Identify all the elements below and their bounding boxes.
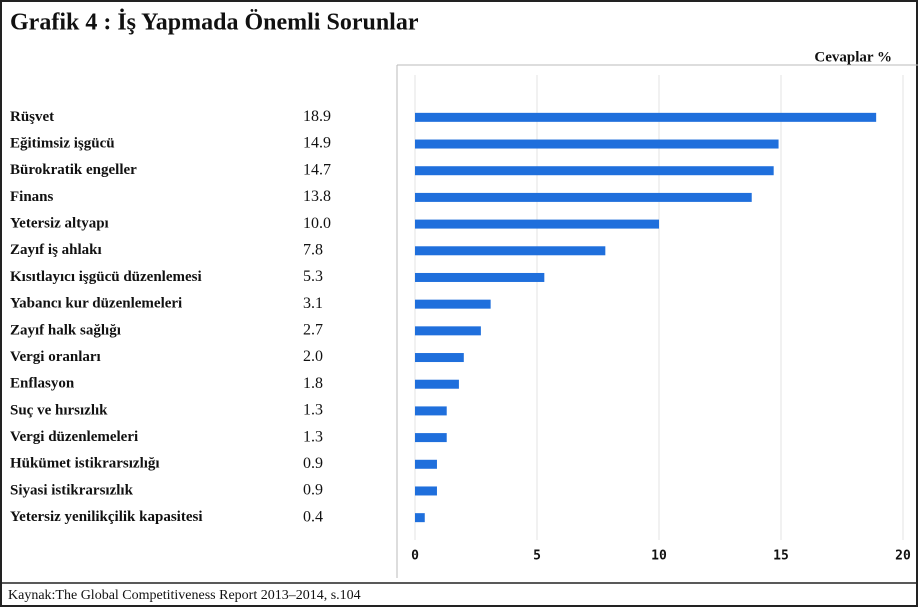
bar: [415, 299, 491, 309]
bar: [415, 166, 774, 176]
category-label: Enflasyon: [10, 376, 75, 392]
value-label: 2.7: [303, 322, 323, 339]
x-tick-label: 5: [533, 549, 541, 564]
x-tick-label: 10: [651, 549, 667, 564]
value-label: 13.8: [303, 188, 331, 205]
category-label: Yetersiz altyapı: [10, 216, 109, 232]
value-label: 5.3: [303, 268, 323, 285]
bar: [415, 406, 447, 416]
value-label: 10.0: [303, 215, 331, 232]
value-label: 14.9: [303, 135, 331, 152]
bar: [415, 112, 877, 122]
bar: [415, 353, 464, 363]
category-label: Kısıtlayıcı işgücü düzenlemesi: [10, 269, 202, 285]
category-label: Rüşvet: [10, 109, 54, 125]
bar: [415, 272, 545, 282]
bar: [415, 433, 447, 443]
category-label: Yabancı kur düzenlemeleri: [10, 296, 182, 312]
axis-label: Cevaplar %: [814, 49, 892, 65]
category-label: Finans: [10, 189, 54, 205]
value-label: 0.9: [303, 482, 323, 499]
bar: [415, 246, 606, 256]
bar: [415, 486, 437, 496]
bar: [415, 459, 437, 469]
bar: [415, 513, 425, 523]
x-tick-label: 0: [411, 549, 419, 564]
category-label: Bürokratik engeller: [10, 162, 137, 178]
value-label: 1.3: [303, 402, 323, 419]
bar: [415, 379, 459, 389]
category-label: Zayıf iş ahlakı: [10, 242, 102, 258]
x-tick-label: 20: [895, 549, 911, 564]
value-label: 7.8: [303, 241, 323, 258]
value-label: 0.9: [303, 455, 323, 472]
x-tick-label: 15: [773, 549, 789, 564]
value-label: 1.3: [303, 428, 323, 445]
chart-title: Grafik 4 : İş Yapmada Önemli Sorunlar: [10, 10, 419, 36]
source: Kaynak:The Global Competitiveness Report…: [8, 588, 361, 603]
bar: [415, 192, 752, 202]
value-label: 2.0: [303, 348, 323, 365]
category-label: Siyasi istikrarsızlık: [10, 482, 134, 498]
category-label: Eğitimsiz işgücü: [10, 135, 115, 151]
value-label: 3.1: [303, 295, 323, 312]
category-label: Vergi düzenlemeleri: [10, 429, 138, 445]
value-label: 1.8: [303, 375, 323, 392]
category-label: Yetersiz yenilikçilik kapasitesi: [10, 509, 203, 525]
category-label: Zayıf halk sağlığı: [10, 322, 121, 338]
bar: [415, 139, 779, 149]
value-label: 18.9: [303, 108, 331, 125]
category-label: Suç ve hırsızlık: [10, 402, 108, 418]
category-label: Hükümet istikrarsızlığı: [10, 456, 160, 472]
value-label: 0.4: [303, 508, 323, 525]
category-label: Vergi oranları: [10, 349, 101, 365]
bar: [415, 326, 481, 336]
bar: [415, 219, 659, 229]
value-label: 14.7: [303, 161, 331, 178]
